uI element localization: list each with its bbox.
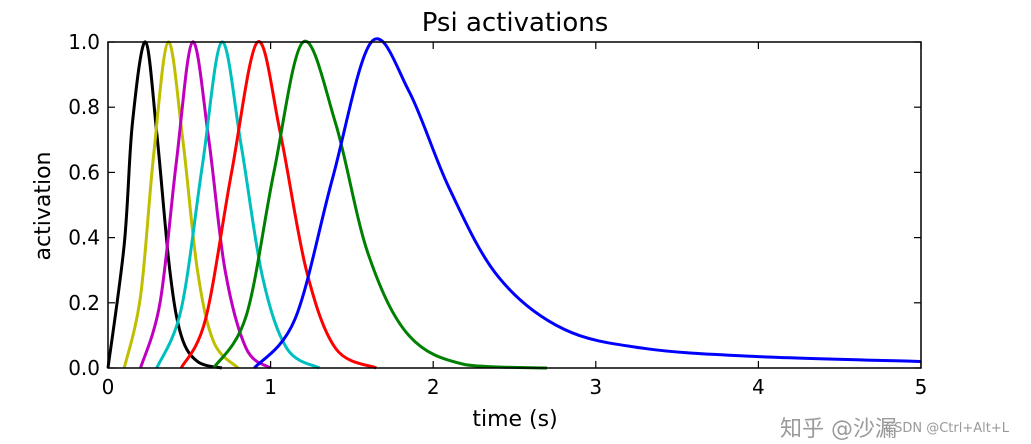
series-line-2 [122, 40, 240, 370]
y-tick-label: 0.6 [68, 160, 100, 184]
plot-frame [107, 41, 922, 369]
series-line-3 [139, 40, 272, 370]
tick-layer: 0 1 2 3 4 5 0.0 0.2 0.4 0.6 0.8 1.0 [68, 30, 927, 399]
chart-title: Psi activations [422, 8, 609, 38]
x-tick-label: 5 [915, 375, 928, 399]
y-tick-label: 0.8 [68, 95, 100, 119]
series-line-5 [179, 40, 377, 370]
y-tick-label: 0.0 [68, 356, 100, 380]
x-tick-label: 1 [264, 375, 277, 399]
x-tick-label: 3 [589, 375, 602, 399]
series-line-6 [212, 39, 548, 370]
watermark-main: 知乎 @沙漏 [780, 417, 897, 442]
x-tick-label: 2 [427, 375, 440, 399]
y-tick-label: 0.2 [68, 291, 100, 315]
series-layer [106, 37, 922, 370]
x-tick-label: 4 [752, 375, 765, 399]
watermark-sub: CSDN @Ctrl+Alt+L [885, 421, 1010, 436]
y-tick-label: 0.4 [68, 226, 100, 250]
series-line-4 [155, 40, 321, 370]
series-line-7 [253, 37, 922, 370]
x-axis-label: time (s) [472, 407, 557, 432]
x-tick-label: 0 [102, 375, 115, 399]
y-axis-label: activation [31, 152, 56, 261]
y-tick-label: 1.0 [68, 30, 100, 54]
series-line-1 [106, 40, 223, 370]
